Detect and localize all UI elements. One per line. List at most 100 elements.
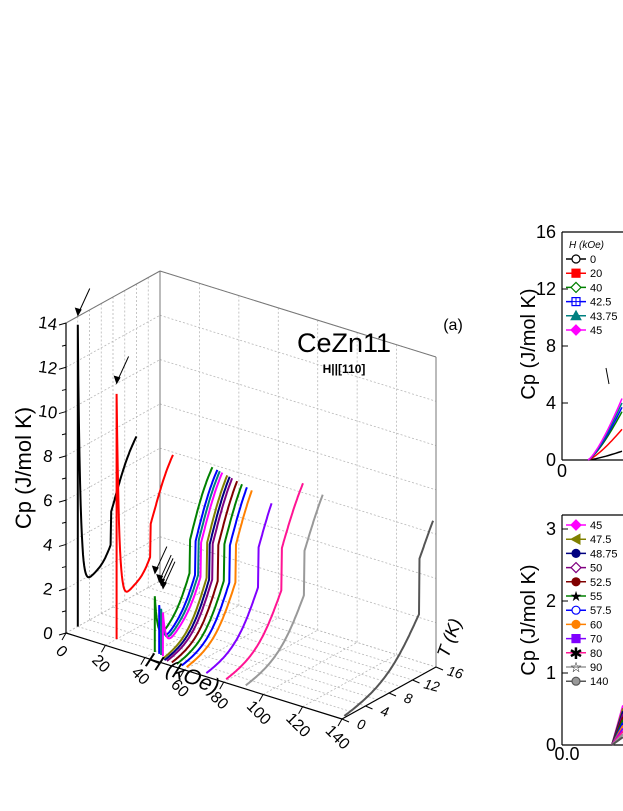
series-curve-45 bbox=[161, 472, 224, 657]
x-tick-label-3d: 120 bbox=[282, 710, 313, 741]
x-tick-3d bbox=[100, 645, 106, 653]
legend-marker bbox=[569, 533, 581, 546]
legend-marker bbox=[571, 577, 581, 587]
peak-arrowhead bbox=[74, 307, 82, 317]
peak-arrow bbox=[117, 356, 130, 381]
series-curve-48.75 bbox=[163, 476, 231, 661]
peak-arrowhead bbox=[113, 375, 121, 385]
z-tick-label-3d: 12 bbox=[422, 675, 441, 695]
partial-curve-bottom bbox=[611, 736, 623, 746]
y-tick-3d bbox=[58, 411, 67, 415]
partial-curve-top bbox=[587, 398, 623, 461]
chart-subtitle: H||[110] bbox=[323, 362, 366, 376]
peak-arrow-top bbox=[605, 367, 610, 385]
peak-arrow bbox=[163, 561, 176, 586]
y-ticks-bottom: 0 1 2 3 bbox=[546, 519, 568, 755]
series-curve-55 bbox=[176, 483, 243, 665]
legend-top: 0 20 40 42.5 43.75 45 bbox=[566, 254, 618, 337]
legend-marker: ☆ bbox=[570, 659, 583, 675]
frame-edge bbox=[65, 270, 161, 324]
series-curve-20 bbox=[115, 393, 174, 640]
x-tick-label-3d: 0 bbox=[52, 643, 70, 661]
x-tick-label-3d: 20 bbox=[88, 652, 113, 677]
y-tick-label-3d: 10 bbox=[37, 401, 58, 422]
z-tick-label-3d: 8 bbox=[402, 689, 414, 707]
legend-bottom: 45 47.5 48.75 50 52.5 ★ 55 57.5 60 70 ✱ 80 ☆ 90 140 bbox=[566, 519, 618, 688]
legend-label: 70 bbox=[590, 634, 602, 646]
legend-marker bbox=[571, 268, 581, 278]
legend-label: 20 bbox=[590, 268, 602, 280]
x-tick-label-bottom-0: 0.0 bbox=[554, 744, 579, 764]
legend-marker bbox=[570, 324, 582, 336]
series-curve-70 bbox=[205, 502, 273, 674]
legend-label: 50 bbox=[590, 563, 602, 575]
y-tick-label: 0 bbox=[546, 450, 556, 470]
gridline-floor-h bbox=[105, 592, 200, 646]
legend-marker: ✱ bbox=[569, 646, 582, 663]
y-tick-label-3d: 12 bbox=[37, 357, 58, 378]
legend-label: 43.75 bbox=[590, 311, 618, 323]
panel-bottom-right: 0 1 2 3 Cp (J/mol K) 0.0 45 47.5 48.75 50 52.5 ★… bbox=[518, 514, 623, 764]
series-curve-47.5 bbox=[161, 475, 229, 661]
peak-arrow bbox=[78, 288, 91, 313]
y-minor-tick-3d bbox=[61, 433, 67, 436]
z-tick-3d bbox=[388, 692, 397, 697]
gridline-floor-h bbox=[184, 617, 279, 671]
legend-marker bbox=[571, 254, 581, 264]
x-tick-3d bbox=[179, 669, 185, 678]
legend-marker bbox=[571, 633, 581, 644]
legend-marker bbox=[571, 676, 581, 686]
series-curves-bottom bbox=[611, 705, 623, 746]
peak-arrowhead bbox=[151, 565, 159, 575]
y-minor-tick-3d bbox=[61, 344, 67, 347]
y-minor-tick-3d bbox=[61, 388, 67, 391]
y-minor-tick-3d bbox=[61, 477, 67, 480]
series-curve-90 bbox=[245, 494, 324, 687]
legend-label: 45 bbox=[590, 520, 602, 532]
y-tick-label: 8 bbox=[546, 336, 556, 356]
peak-arrow bbox=[159, 554, 172, 580]
peak-arrow bbox=[161, 558, 174, 583]
series-curve-140 bbox=[343, 520, 435, 717]
z-tick-label-3d: 0 bbox=[355, 715, 367, 733]
series-curves-3d bbox=[76, 324, 435, 717]
legend-marker bbox=[571, 548, 581, 559]
peak-arrowhead bbox=[159, 580, 167, 590]
gridline-side-c bbox=[159, 314, 437, 402]
x-tick-3d bbox=[61, 632, 67, 641]
legend-marker bbox=[571, 605, 581, 615]
legend-label: 80 bbox=[590, 648, 602, 660]
panel-top-right: 0 4 8 12 16 Cp (J/mol K) 0 H (kOe) 0 20 40 42.5… bbox=[518, 222, 623, 481]
z-tick-label-3d: 4 bbox=[379, 702, 391, 720]
legend-label: 140 bbox=[590, 676, 608, 688]
x-tick-3d bbox=[298, 706, 304, 714]
legend-marker bbox=[571, 619, 581, 630]
legend-label: 42.5 bbox=[590, 297, 611, 309]
gridline-floor-h bbox=[262, 642, 358, 695]
y-axis-label-bottom: Cp (J/mol K) bbox=[518, 564, 540, 675]
gridline-floor-h bbox=[302, 654, 397, 708]
z-tick-3d bbox=[412, 679, 420, 684]
y-minor-tick-3d bbox=[61, 521, 67, 524]
y-tick-label: 12 bbox=[536, 279, 556, 299]
x-axis-3d bbox=[65, 632, 343, 720]
z-tick-3d bbox=[435, 666, 444, 671]
y-tick-label: 4 bbox=[546, 393, 556, 413]
z-axis-label-3d: T (K) bbox=[433, 616, 465, 660]
y-axis-label-3d: Cp (J/mol K) bbox=[11, 407, 36, 529]
gridline-floor-t bbox=[77, 626, 354, 713]
gridline-floor-t bbox=[159, 580, 437, 668]
legend-label: 0 bbox=[590, 254, 596, 266]
legend-label: 47.5 bbox=[590, 534, 611, 546]
legend-marker bbox=[570, 281, 582, 294]
y-tick-label-3d: 14 bbox=[37, 313, 58, 334]
y-tick-3d bbox=[58, 322, 67, 326]
series-curve-0 bbox=[76, 324, 138, 627]
z-tick-3d bbox=[341, 718, 350, 723]
x-tick-3d bbox=[337, 718, 343, 727]
partial-curve-top bbox=[587, 428, 623, 461]
peak-arrow bbox=[155, 546, 168, 571]
gridline-floor-h bbox=[223, 629, 318, 683]
